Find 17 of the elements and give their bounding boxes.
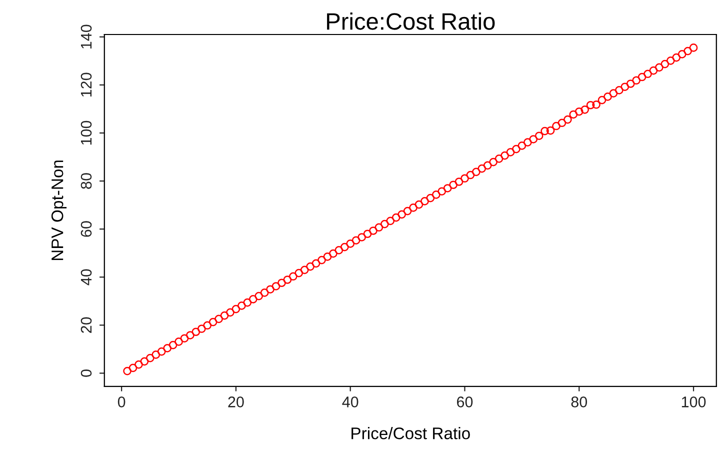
x-tick-label: 80: [571, 396, 588, 408]
y-tick-label: 20: [80, 317, 92, 333]
y-tick-label: 100: [80, 120, 92, 145]
y-tick-label: 140: [80, 24, 92, 48]
y-tick-label: 80: [80, 173, 92, 189]
x-tick-label: 20: [228, 396, 244, 408]
x-tick-label: 100: [682, 396, 706, 408]
y-tick-label: 60: [80, 221, 92, 237]
x-axis-title: Price/Cost Ratio: [352, 427, 470, 440]
chart-title: Price:Cost Ratio: [327, 12, 495, 30]
x-tick-label: 0: [118, 396, 126, 408]
y-axis-title: NPV Opt-Non: [51, 160, 67, 260]
y-tick-label: 40: [80, 269, 92, 286]
y-tick-label: 120: [80, 72, 92, 97]
x-tick-label: 60: [457, 396, 473, 408]
y-tick-label: 0: [80, 370, 92, 377]
x-tick-label: 40: [342, 396, 358, 408]
